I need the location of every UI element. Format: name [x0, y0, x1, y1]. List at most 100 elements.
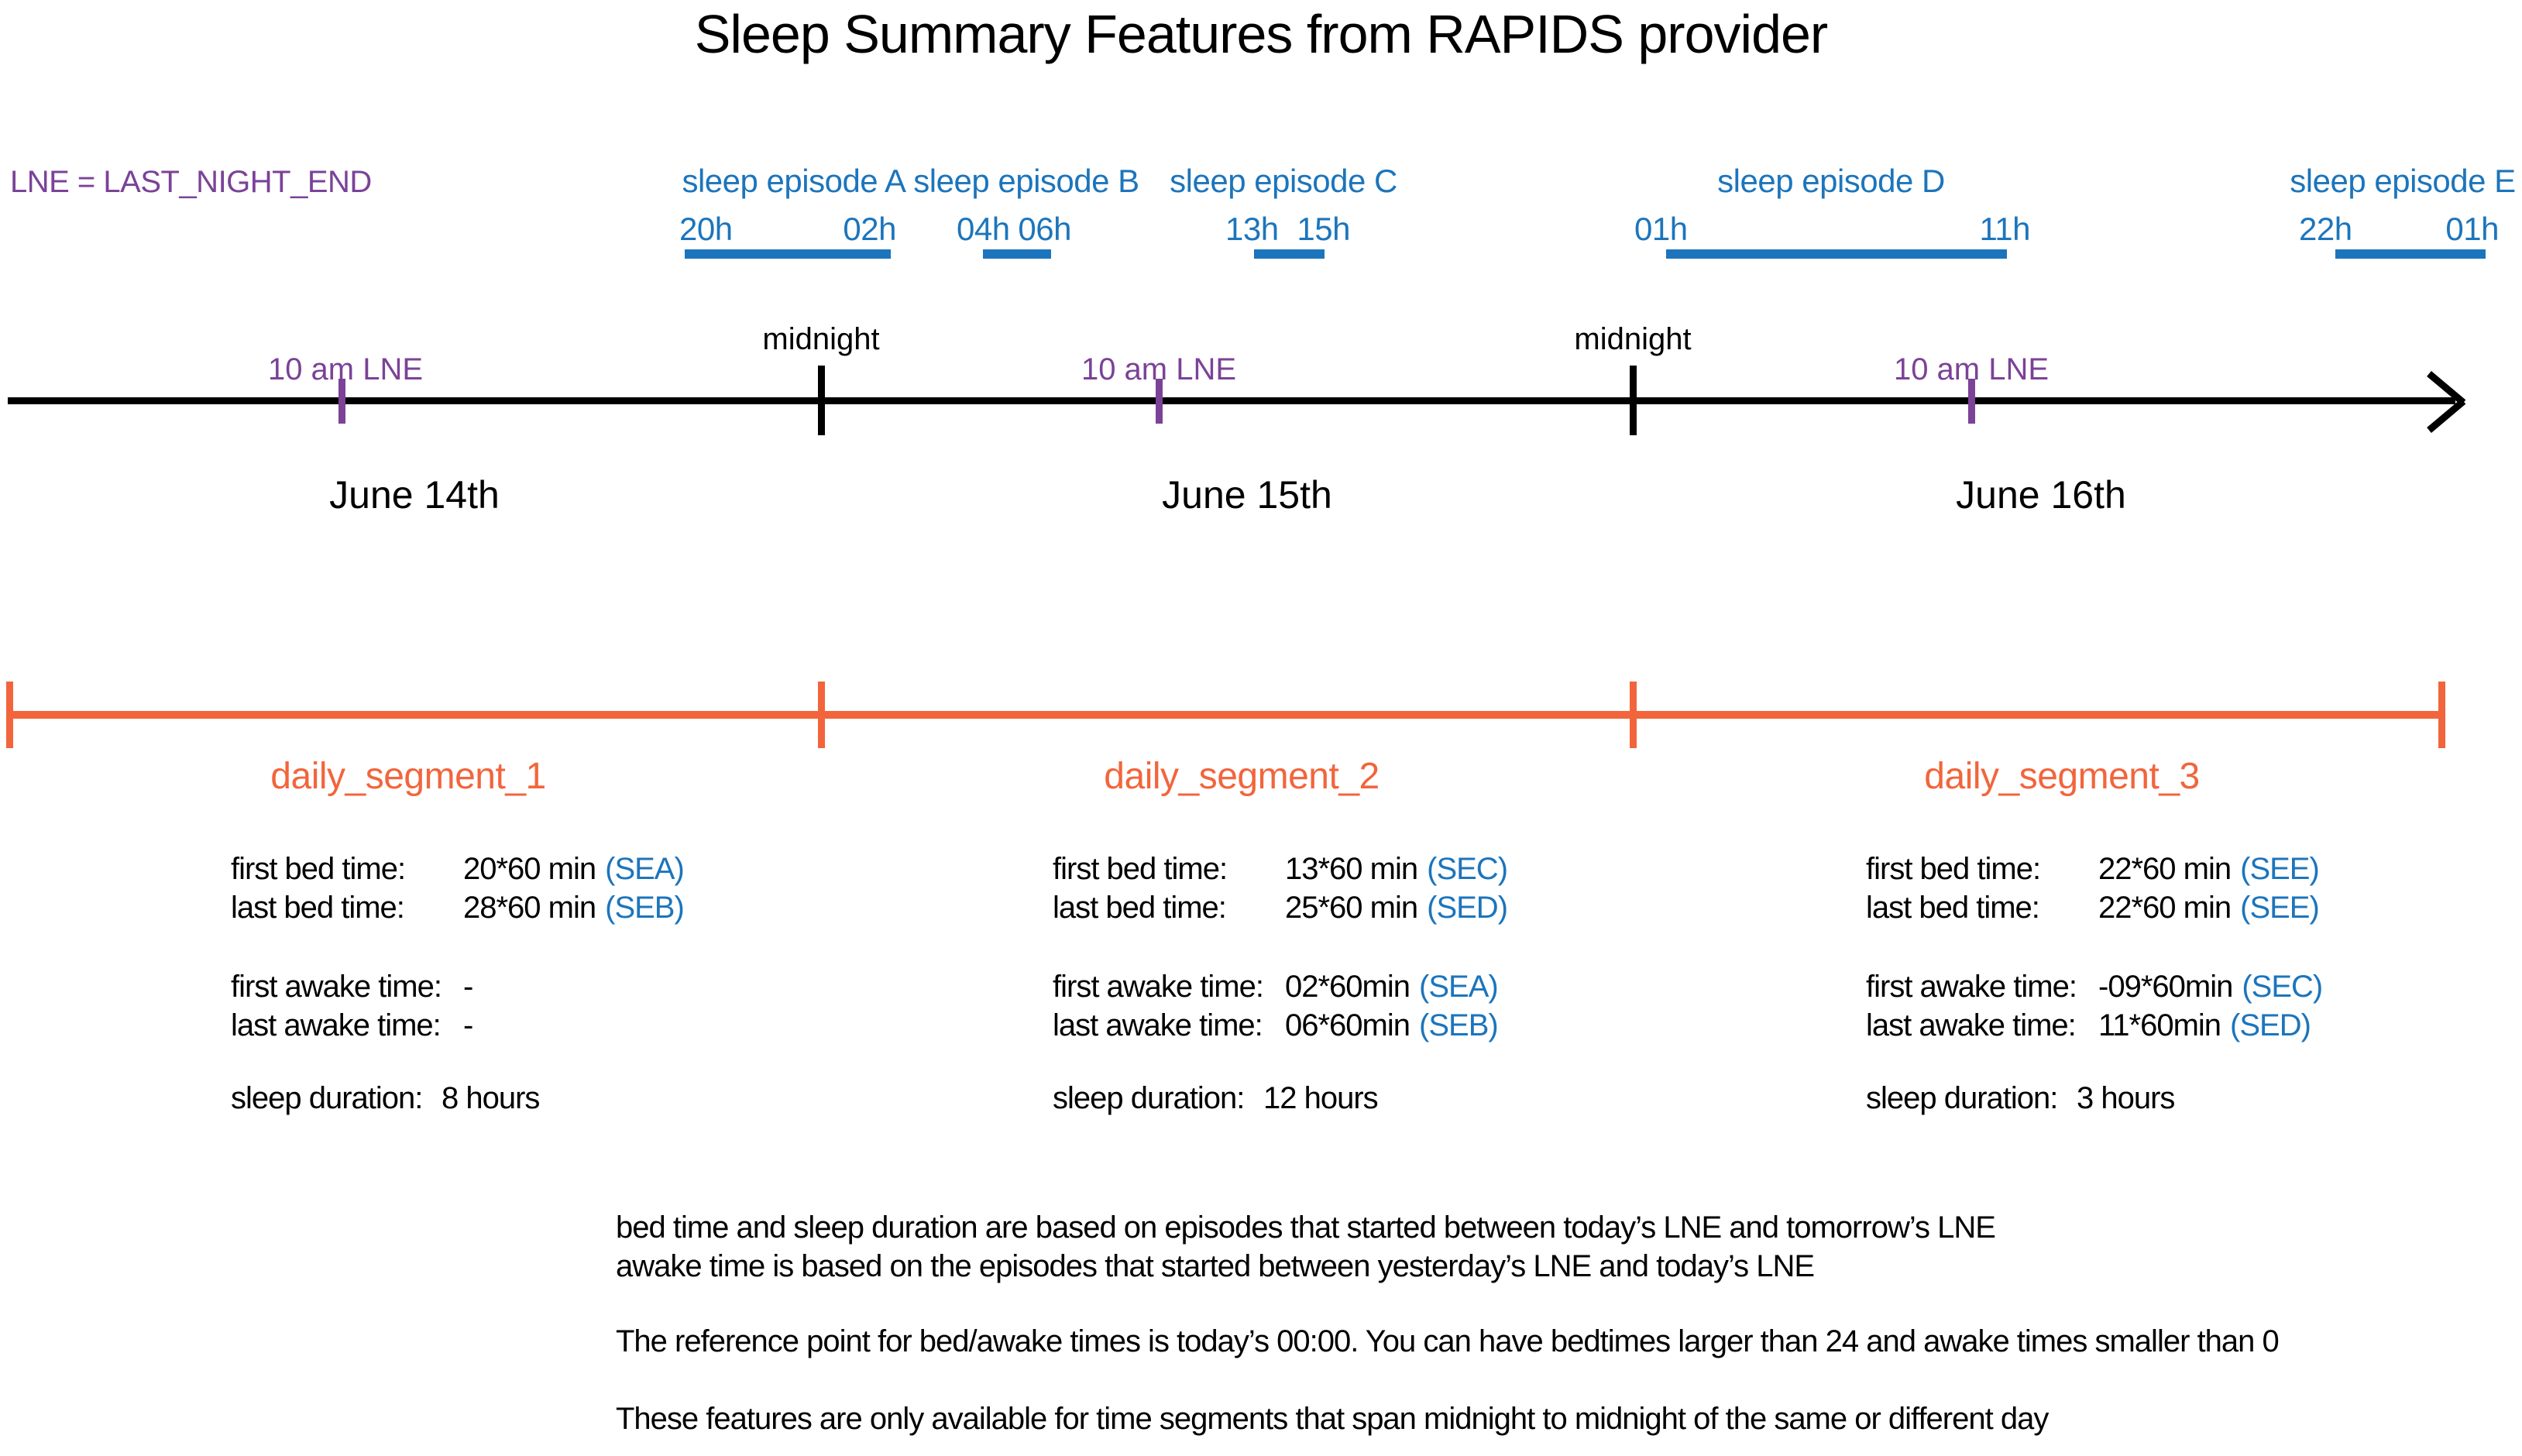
row-label: sleep duration:	[1053, 1081, 1245, 1115]
row-episode-ref: (SED)	[1427, 891, 1508, 925]
row-value: 12 hours	[1263, 1081, 1379, 1115]
note-bed-time-rule: bed time and sleep duration are based on…	[616, 1210, 1996, 1245]
episode-c-times: 13h 15h	[1225, 211, 1350, 248]
row-episode-ref: (SEE)	[2240, 852, 2320, 886]
segment-3-title: daily_segment_3	[1924, 756, 2200, 797]
row-label: last awake time:	[231, 1008, 442, 1042]
lne-tick-2	[1156, 379, 1163, 424]
row-label: first awake time:	[231, 970, 442, 1004]
episode-a-end-time: 02h	[843, 211, 896, 247]
timeline-axis	[8, 397, 2455, 404]
date-june-16: June 16th	[1956, 473, 2126, 517]
segment-2-first-awake-time-row: first awake time: 02*60min (SEA)	[1053, 970, 1499, 1004]
row-label: last awake time:	[1053, 1008, 1263, 1042]
note-reference-point: The reference point for bed/awake times …	[616, 1324, 2280, 1358]
note-availability: These features are only available for ti…	[616, 1402, 2049, 1436]
segment-boundary-tick-3	[1630, 682, 1637, 748]
row-label: sleep duration:	[1866, 1081, 2058, 1115]
midnight-label-1: midnight	[762, 322, 880, 356]
segment-3-last-awake-time-row: last awake time: 11*60min (SED)	[1866, 1008, 2311, 1043]
row-value: 8 hours	[442, 1081, 540, 1115]
segment-1-first-bed-time-row: first bed time: 20*60 min (SEA)	[231, 852, 685, 887]
row-label: first bed time:	[1866, 852, 2041, 886]
episode-b-end-time: 06h	[1018, 211, 1071, 247]
row-episode-ref: (SEC)	[2242, 970, 2323, 1004]
row-label: last bed time:	[1866, 891, 2040, 925]
row-episode-ref: (SEB)	[1419, 1008, 1499, 1042]
row-label: last awake time:	[1866, 1008, 2077, 1042]
episode-b-label: sleep episode B	[913, 163, 1139, 199]
segment-2-first-bed-time-row: first bed time: 13*60 min (SEC)	[1053, 852, 1508, 887]
segment-boundary-tick-4	[2438, 682, 2445, 748]
row-episode-ref: (SEE)	[2240, 891, 2320, 925]
segment-1-last-awake-time-row: last awake time: -	[231, 1008, 482, 1043]
segment-1-title: daily_segment_1	[270, 756, 546, 797]
episode-e-start-time: 22h	[2299, 211, 2352, 247]
lne-tick-1	[338, 379, 345, 424]
row-episode-ref: (SEA)	[1419, 970, 1499, 1004]
segment-boundary-tick-2	[818, 682, 825, 748]
row-episode-ref: (SEA)	[605, 852, 685, 886]
lne-legend: LNE = LAST_NIGHT_END	[10, 165, 372, 199]
lne-tick-3	[1968, 379, 1975, 424]
episode-c-start-time: 13h	[1225, 211, 1279, 247]
lne-mark-label-1: 10 am LNE	[267, 352, 424, 386]
segment-3-first-bed-time-row: first bed time: 22*60 min (SEE)	[1866, 852, 2320, 887]
episode-e-times: 22h 01h	[2299, 211, 2499, 248]
segment-2-last-awake-time-row: last awake time: 06*60min (SEB)	[1053, 1008, 1499, 1043]
date-june-15: June 15th	[1162, 473, 1332, 517]
row-label: last bed time:	[231, 891, 405, 925]
row-value: -	[463, 970, 473, 1004]
segment-boundary-tick-1	[6, 682, 13, 748]
episode-e-end-time: 01h	[2445, 211, 2499, 247]
episode-c-end-time: 15h	[1297, 211, 1350, 247]
episode-a-start-time: 20h	[679, 211, 733, 247]
page-title: Sleep Summary Features from RAPIDS provi…	[694, 4, 1829, 64]
row-value: 02*60min	[1285, 970, 1410, 1004]
episode-e-label: sleep episode E	[2290, 163, 2516, 199]
segments-axis	[8, 711, 2445, 719]
episode-c-label: sleep episode C	[1170, 163, 1397, 199]
segment-1-last-bed-time-row: last bed time: 28*60 min (SEB)	[231, 891, 685, 925]
row-value: 22*60 min	[2098, 891, 2232, 925]
segment-2-sleep-duration-row: sleep duration: 12 hours	[1053, 1081, 1379, 1116]
row-value: -	[463, 1008, 473, 1042]
episode-a-label: sleep episode A	[682, 163, 906, 199]
segment-3-last-bed-time-row: last bed time: 22*60 min (SEE)	[1866, 891, 2320, 925]
row-label: first awake time:	[1866, 970, 2077, 1004]
episode-d-bar	[1666, 249, 2007, 259]
episode-b-times: 04h 06h	[957, 211, 1071, 248]
row-value: -09*60min	[2098, 970, 2233, 1004]
row-value: 13*60 min	[1285, 852, 1418, 886]
row-value: 28*60 min	[463, 891, 596, 925]
midnight-tick-2	[1630, 366, 1637, 435]
episode-d-end-time: 11h	[1979, 211, 2031, 247]
row-label: first awake time:	[1053, 970, 1264, 1004]
date-june-14: June 14th	[329, 473, 500, 517]
episode-c-bar	[1254, 249, 1325, 259]
episode-a-bar	[685, 249, 891, 259]
row-value: 25*60 min	[1285, 891, 1418, 925]
episode-a-times: 20h 02h	[679, 211, 896, 248]
episode-b-start-time: 04h	[957, 211, 1010, 247]
episode-b-bar	[983, 249, 1051, 259]
row-value: 22*60 min	[2098, 852, 2232, 886]
segment-3-first-awake-time-row: first awake time: -09*60min (SEC)	[1866, 970, 2323, 1004]
midnight-tick-1	[818, 366, 825, 435]
row-label: sleep duration:	[231, 1081, 423, 1115]
row-episode-ref: (SED)	[2230, 1008, 2311, 1042]
note-awake-time-rule: awake time is based on the episodes that…	[616, 1249, 1815, 1283]
segment-3-sleep-duration-row: sleep duration: 3 hours	[1866, 1081, 2175, 1116]
segment-1-sleep-duration-row: sleep duration: 8 hours	[231, 1081, 540, 1116]
episode-d-times: 01h 11h	[1634, 211, 2031, 248]
row-value: 3 hours	[2077, 1081, 2175, 1115]
row-label: last bed time:	[1053, 891, 1227, 925]
segment-2-title: daily_segment_2	[1104, 756, 1380, 797]
row-label: first bed time:	[1053, 852, 1228, 886]
episode-d-start-time: 01h	[1634, 211, 1688, 247]
row-episode-ref: (SEC)	[1427, 852, 1508, 886]
episode-d-label: sleep episode D	[1717, 163, 1945, 199]
episode-e-bar	[2335, 249, 2486, 259]
row-label: first bed time:	[231, 852, 406, 886]
